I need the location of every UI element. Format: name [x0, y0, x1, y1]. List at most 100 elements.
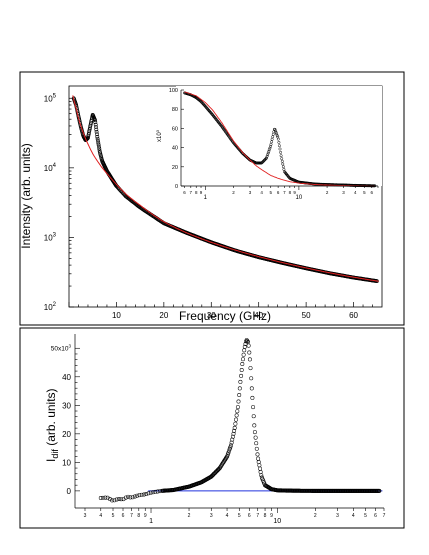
bottom-x-minor-label: 7 — [130, 513, 133, 519]
bottom-x-minor-label: 3 — [210, 513, 213, 519]
y-tick-label: 103 — [44, 232, 57, 242]
bottom-data-point — [153, 489, 158, 494]
bottom-data-point — [256, 460, 261, 464]
bottom-data-point — [240, 362, 245, 366]
bottom-y-top-tick-label: 50x103 — [51, 343, 72, 352]
bottom-data-point — [151, 490, 155, 495]
inset-data-point — [269, 142, 273, 146]
inset-data-point — [267, 148, 271, 152]
x-tick-label: 50 — [302, 311, 311, 320]
inset-data-point — [265, 154, 269, 158]
data-point — [93, 122, 98, 127]
bottom-x-minor-label: 9 — [144, 513, 147, 519]
inset-data-point — [281, 165, 285, 169]
data-point — [93, 118, 97, 123]
bottom-data-point — [247, 350, 252, 355]
inset-x-minor-label: 6 — [277, 190, 280, 195]
bottom-data-point — [144, 492, 149, 496]
bottom-data-point — [256, 456, 261, 461]
bottom-data-point — [139, 492, 144, 497]
bottom-data-point — [253, 435, 258, 440]
bottom-data-point — [222, 459, 226, 464]
bottom-data-point — [228, 445, 233, 450]
inset-y-tick-label: 80 — [172, 107, 178, 113]
bottom-data-point — [237, 386, 242, 391]
bottom-data-point — [258, 466, 262, 471]
bottom-data-point — [225, 454, 230, 459]
inset-x-minor-label: 9 — [200, 190, 203, 195]
bottom-data-point — [245, 339, 250, 344]
bottom-data-point — [239, 368, 244, 372]
bottom-panel-frame — [19, 327, 405, 529]
bottom-data-point — [146, 491, 151, 496]
inset-x-major-label: 1 — [204, 195, 208, 201]
bottom-data-point — [103, 495, 108, 500]
inset-data-point — [275, 134, 279, 137]
bottom-data-point — [223, 457, 228, 462]
bottom-data-point — [230, 437, 235, 442]
bottom-data-point — [254, 446, 259, 451]
x-tick-label: 60 — [349, 311, 358, 320]
bottom-data-point — [98, 496, 103, 500]
bottom-data-point — [112, 498, 117, 503]
bottom-data-point — [229, 440, 234, 445]
bottom-data-point — [135, 493, 140, 498]
bottom-data-point — [239, 373, 244, 378]
y-tick-label: 102 — [44, 302, 57, 312]
inset-data-point — [267, 149, 271, 153]
bottom-data-point — [242, 344, 247, 349]
inset-data-point — [266, 153, 270, 157]
bottom-x-minor-label: 4 — [352, 513, 355, 519]
inset-data-point — [266, 151, 270, 155]
bottom-series — [98, 338, 383, 503]
inset-x-minor-label: 4 — [354, 190, 357, 195]
inset-data-point — [264, 157, 268, 161]
bottom-data-point — [246, 343, 251, 348]
bottom-data-point — [235, 409, 240, 414]
inset-data-point — [281, 162, 285, 166]
bottom-data-point — [255, 452, 260, 457]
bottom-data-point — [230, 434, 235, 439]
bottom-y-axis-label: Idif (arb. units) — [44, 388, 60, 462]
bottom-y-tick-label: 0 — [67, 487, 72, 496]
inset-data-point — [275, 132, 279, 136]
data-point — [95, 132, 99, 137]
inset-x-minor-label: 2 — [326, 190, 329, 195]
bottom-data-point — [377, 488, 382, 493]
bottom-data-point — [252, 430, 257, 435]
bottom-data-point — [226, 450, 231, 455]
bottom-x-major-label: 1 — [149, 518, 153, 525]
bottom-data-point — [123, 495, 128, 500]
inset-data-point — [269, 144, 272, 148]
inset-multiplier-label: x103 — [155, 129, 163, 142]
inset-x-minor-label: 3 — [342, 190, 345, 195]
inset-x-major-label: 10 — [296, 195, 303, 201]
bottom-data-point — [218, 465, 223, 470]
x-tick-label: 10 — [112, 311, 121, 320]
bottom-data-point — [235, 405, 240, 410]
inset-x-minor-label: 5 — [363, 190, 366, 195]
bottom-data-point — [130, 495, 135, 500]
bottom-x-minor-label: 8 — [264, 513, 267, 519]
data-point — [94, 127, 99, 132]
data-point — [94, 129, 99, 134]
bottom-data-point — [257, 463, 262, 468]
bottom-data-point — [241, 357, 245, 362]
bottom-data-point — [227, 448, 232, 453]
bottom-x-minor-label: 5 — [364, 513, 367, 519]
bottom-data-point — [247, 357, 252, 362]
bottom-data-point — [119, 497, 124, 502]
data-point — [96, 142, 101, 147]
inset-fit-line — [184, 91, 375, 187]
bottom-y-tick-label: 30 — [62, 401, 71, 410]
bottom-y-tick-label: 20 — [62, 430, 71, 439]
bottom-data-point — [246, 340, 250, 344]
bottom-x-minor-label: 7 — [383, 513, 386, 519]
data-point — [97, 146, 102, 151]
inset-y-tick-label: 40 — [172, 146, 178, 152]
data-point — [95, 134, 100, 139]
inset-data-point — [280, 159, 284, 163]
